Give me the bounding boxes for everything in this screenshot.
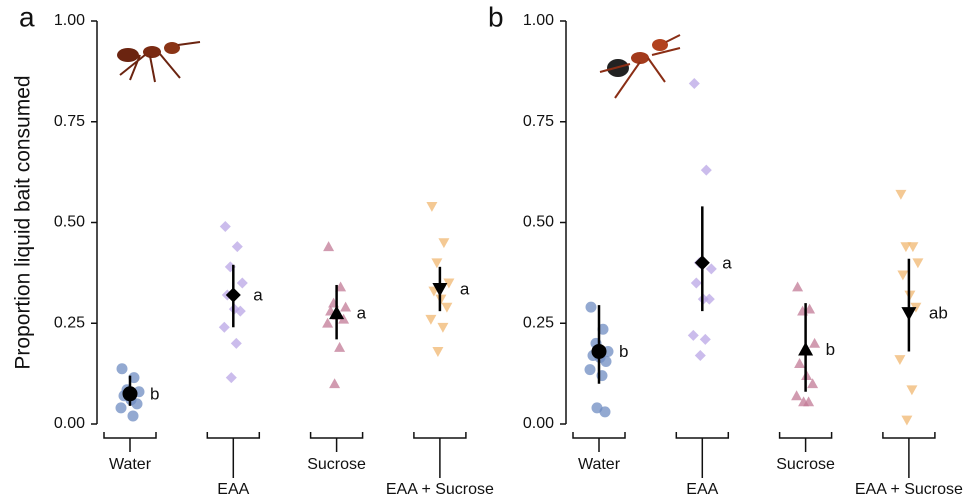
- data-point: [791, 390, 803, 401]
- data-point: [699, 333, 711, 345]
- data-point: [329, 378, 341, 389]
- mean-marker: [798, 341, 814, 356]
- data-point: [690, 277, 702, 289]
- data-point: [231, 241, 243, 253]
- panel-label: a: [19, 1, 35, 32]
- data-point: [225, 372, 237, 384]
- significance-letter: b: [619, 342, 628, 361]
- data-point: [425, 314, 437, 325]
- y-axis-label: Proportion liquid bait consumed: [12, 75, 35, 369]
- mean-marker: [122, 386, 138, 402]
- significance-letter: a: [722, 253, 732, 272]
- x-tick-label: Sucrose: [776, 456, 835, 473]
- y-tick-label: 1.00: [523, 12, 554, 29]
- significance-letter: a: [357, 304, 367, 323]
- x-bracket: [778, 432, 833, 439]
- x-bracket: [572, 432, 626, 439]
- mean-marker: [694, 255, 710, 271]
- ant-icon-a: [117, 41, 201, 83]
- data-point: [901, 415, 913, 426]
- data-point: [131, 398, 143, 410]
- data-point: [897, 270, 909, 281]
- mean-marker: [591, 343, 607, 359]
- data-point: [219, 221, 231, 233]
- data-point: [230, 337, 242, 349]
- data-point: [334, 341, 346, 352]
- significance-letter: a: [253, 286, 263, 305]
- y-tick-label: 0.00: [523, 415, 554, 432]
- ant-icon-b: [599, 34, 681, 99]
- x-tick-label: EAA + Sucrose: [855, 481, 963, 498]
- data-point: [687, 329, 699, 341]
- y-tick-label: 0.75: [523, 113, 554, 130]
- data-point: [234, 305, 246, 317]
- data-point: [438, 238, 450, 249]
- data-point: [794, 358, 806, 368]
- x-bracket: [309, 432, 364, 439]
- x-tick-label: EAA: [217, 481, 249, 498]
- x-tick-label: EAA + Sucrose: [386, 481, 494, 498]
- panel-label: b: [488, 1, 504, 32]
- significance-letter: a: [460, 279, 470, 298]
- y-tick-label: 0.00: [54, 415, 85, 432]
- data-point: [705, 263, 717, 275]
- x-tick-label: EAA: [686, 481, 718, 498]
- data-point: [431, 258, 443, 269]
- data-point: [694, 349, 706, 361]
- x-bracket: [413, 432, 467, 439]
- data-point: [116, 363, 128, 375]
- data-point: [700, 164, 712, 176]
- data-point: [236, 277, 248, 289]
- x-bracket: [103, 432, 157, 439]
- mean-marker: [901, 307, 917, 321]
- data-point: [792, 281, 804, 292]
- data-point: [894, 355, 906, 366]
- data-point: [688, 77, 700, 89]
- data-point: [807, 378, 819, 389]
- mean-marker: [329, 305, 345, 320]
- y-tick-label: 0.50: [54, 214, 85, 231]
- data-point: [912, 258, 924, 269]
- data-point: [340, 301, 352, 312]
- x-tick-label: Water: [109, 456, 152, 473]
- x-bracket: [206, 432, 261, 439]
- y-tick-label: 1.00: [54, 12, 85, 29]
- data-point: [323, 241, 335, 252]
- data-point: [441, 302, 453, 313]
- significance-letter: ab: [929, 304, 948, 323]
- data-point: [900, 242, 912, 253]
- y-tick-label: 0.50: [523, 214, 554, 231]
- data-point: [127, 410, 139, 422]
- mean-marker: [225, 287, 241, 303]
- data-point: [115, 402, 127, 414]
- data-point: [907, 242, 919, 253]
- significance-letter: b: [826, 340, 835, 359]
- significance-letter: b: [150, 384, 159, 403]
- data-point: [600, 356, 612, 368]
- y-tick-label: 0.25: [523, 314, 554, 331]
- data-point: [322, 317, 334, 328]
- data-point: [426, 201, 438, 212]
- data-point: [437, 322, 449, 333]
- y-tick-label: 0.25: [54, 314, 85, 331]
- x-bracket: [675, 432, 730, 439]
- data-point: [906, 385, 918, 396]
- y-tick-label: 0.75: [54, 113, 85, 130]
- data-point: [809, 337, 821, 348]
- data-point: [432, 347, 444, 357]
- mean-marker: [432, 282, 448, 297]
- x-tick-label: Sucrose: [307, 456, 366, 473]
- x-tick-label: Water: [578, 456, 621, 473]
- data-point: [895, 189, 907, 200]
- data-point: [798, 396, 810, 407]
- data-point: [584, 364, 596, 376]
- data-point: [443, 278, 455, 289]
- data-point: [585, 301, 597, 313]
- data-point: [703, 293, 715, 305]
- data-point: [218, 321, 230, 333]
- x-bracket: [882, 432, 936, 439]
- data-point: [599, 406, 611, 418]
